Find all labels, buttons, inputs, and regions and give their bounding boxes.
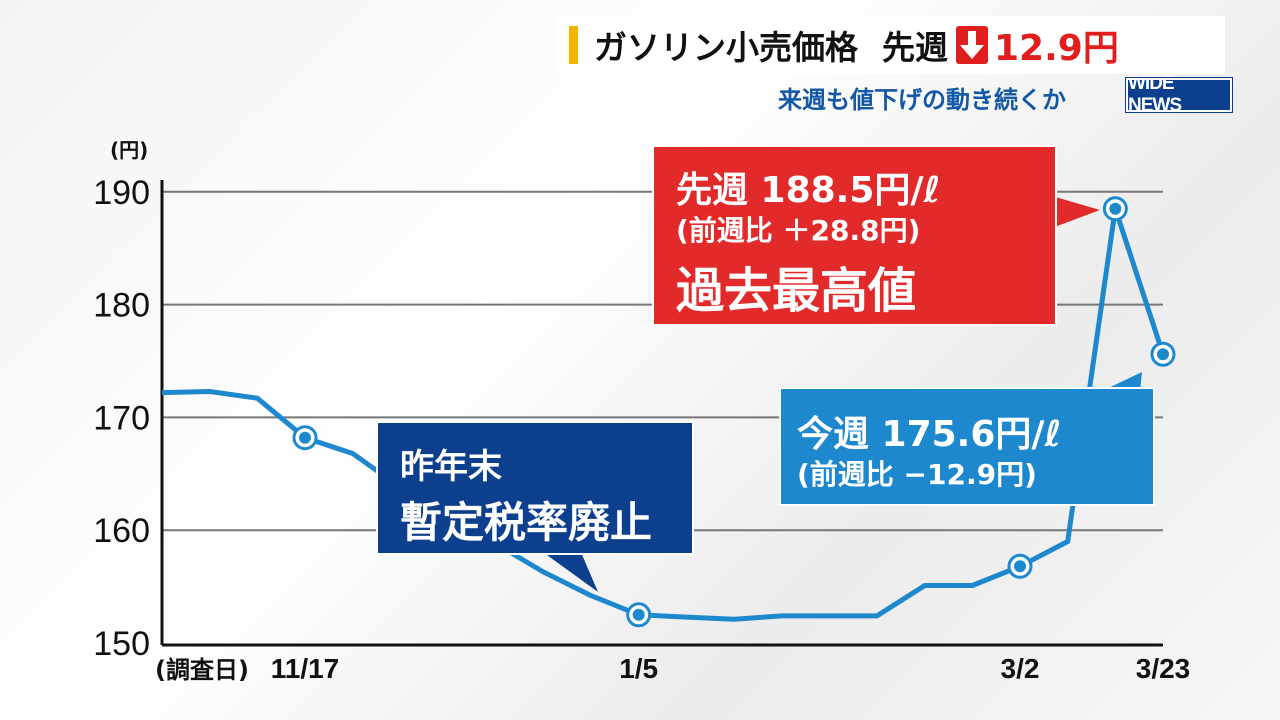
callout-pointers bbox=[540, 196, 1142, 592]
title-text: ガソリン小売価格 bbox=[594, 28, 858, 67]
y-tick-180: 180 bbox=[93, 287, 150, 325]
x-tick-labels: 11/17 1/5 3/2 3/23 bbox=[271, 653, 1191, 684]
x-tick-1-5: 1/5 bbox=[619, 653, 658, 684]
marker-inner-10 bbox=[632, 608, 645, 621]
callout-year-end-label: 昨年末 bbox=[400, 447, 502, 487]
marker-inner-20 bbox=[1109, 202, 1122, 215]
callout-this-week-price: 今週 175.6円/ℓ bbox=[797, 414, 1062, 455]
marker-inner-21 bbox=[1157, 348, 1169, 361]
callout-this-week: 今週 175.6円/ℓ (前週比 −12.9円) bbox=[781, 389, 1153, 504]
wide-news-logo: WIDE NEWS bbox=[1125, 73, 1233, 116]
chart-axes bbox=[160, 180, 1163, 647]
y-tick-160: 160 bbox=[93, 512, 150, 550]
title-week-label: 先週 bbox=[882, 28, 948, 67]
x-axis-label: (調査日) bbox=[155, 656, 249, 684]
y-tick-190: 190 bbox=[93, 174, 150, 212]
title-box: ガソリン小売価格 先週 12.9円 bbox=[557, 16, 1225, 74]
y-unit-label: (円) bbox=[110, 138, 148, 162]
y-tick-150: 150 bbox=[93, 625, 150, 663]
title-change-value: 12.9円 bbox=[994, 28, 1119, 69]
callout-last-week-diff: (前週比 ＋28.8円) bbox=[676, 214, 921, 247]
x-tick-11-17: 11/17 bbox=[271, 653, 340, 684]
callout-last-week: 先週 188.5円/ℓ (前週比 ＋28.8円) 過去最高値 bbox=[654, 147, 1055, 324]
callout-last-week-record: 過去最高値 bbox=[676, 263, 917, 319]
callout-year-end: 昨年末 暫定税率廃止 bbox=[378, 423, 692, 553]
title-accent-bar bbox=[569, 26, 578, 64]
callout-this-week-diff: (前週比 −12.9円) bbox=[797, 458, 1037, 491]
callout-last-week-price: 先週 188.5円/ℓ bbox=[676, 170, 941, 211]
pointer-last-week bbox=[1052, 196, 1100, 228]
subtitle: 来週も値下げの動き続くか bbox=[778, 86, 1066, 114]
y-tick-labels: 190 180 170 160 150 bbox=[93, 174, 150, 663]
pointer-this-week bbox=[1100, 372, 1142, 392]
marker-inner-3 bbox=[299, 431, 311, 444]
pointer-year-end bbox=[540, 550, 598, 592]
price-series-line bbox=[161, 206, 1166, 622]
y-tick-170: 170 bbox=[93, 399, 150, 437]
callout-year-end-event: 暫定税率廃止 bbox=[400, 498, 653, 547]
x-tick-3-23: 3/23 bbox=[1136, 653, 1191, 684]
down-arrow-icon bbox=[956, 26, 988, 64]
marker-inner-18 bbox=[1014, 560, 1026, 573]
x-tick-3-2: 3/2 bbox=[1001, 653, 1040, 684]
data-point-markers bbox=[292, 196, 1176, 628]
